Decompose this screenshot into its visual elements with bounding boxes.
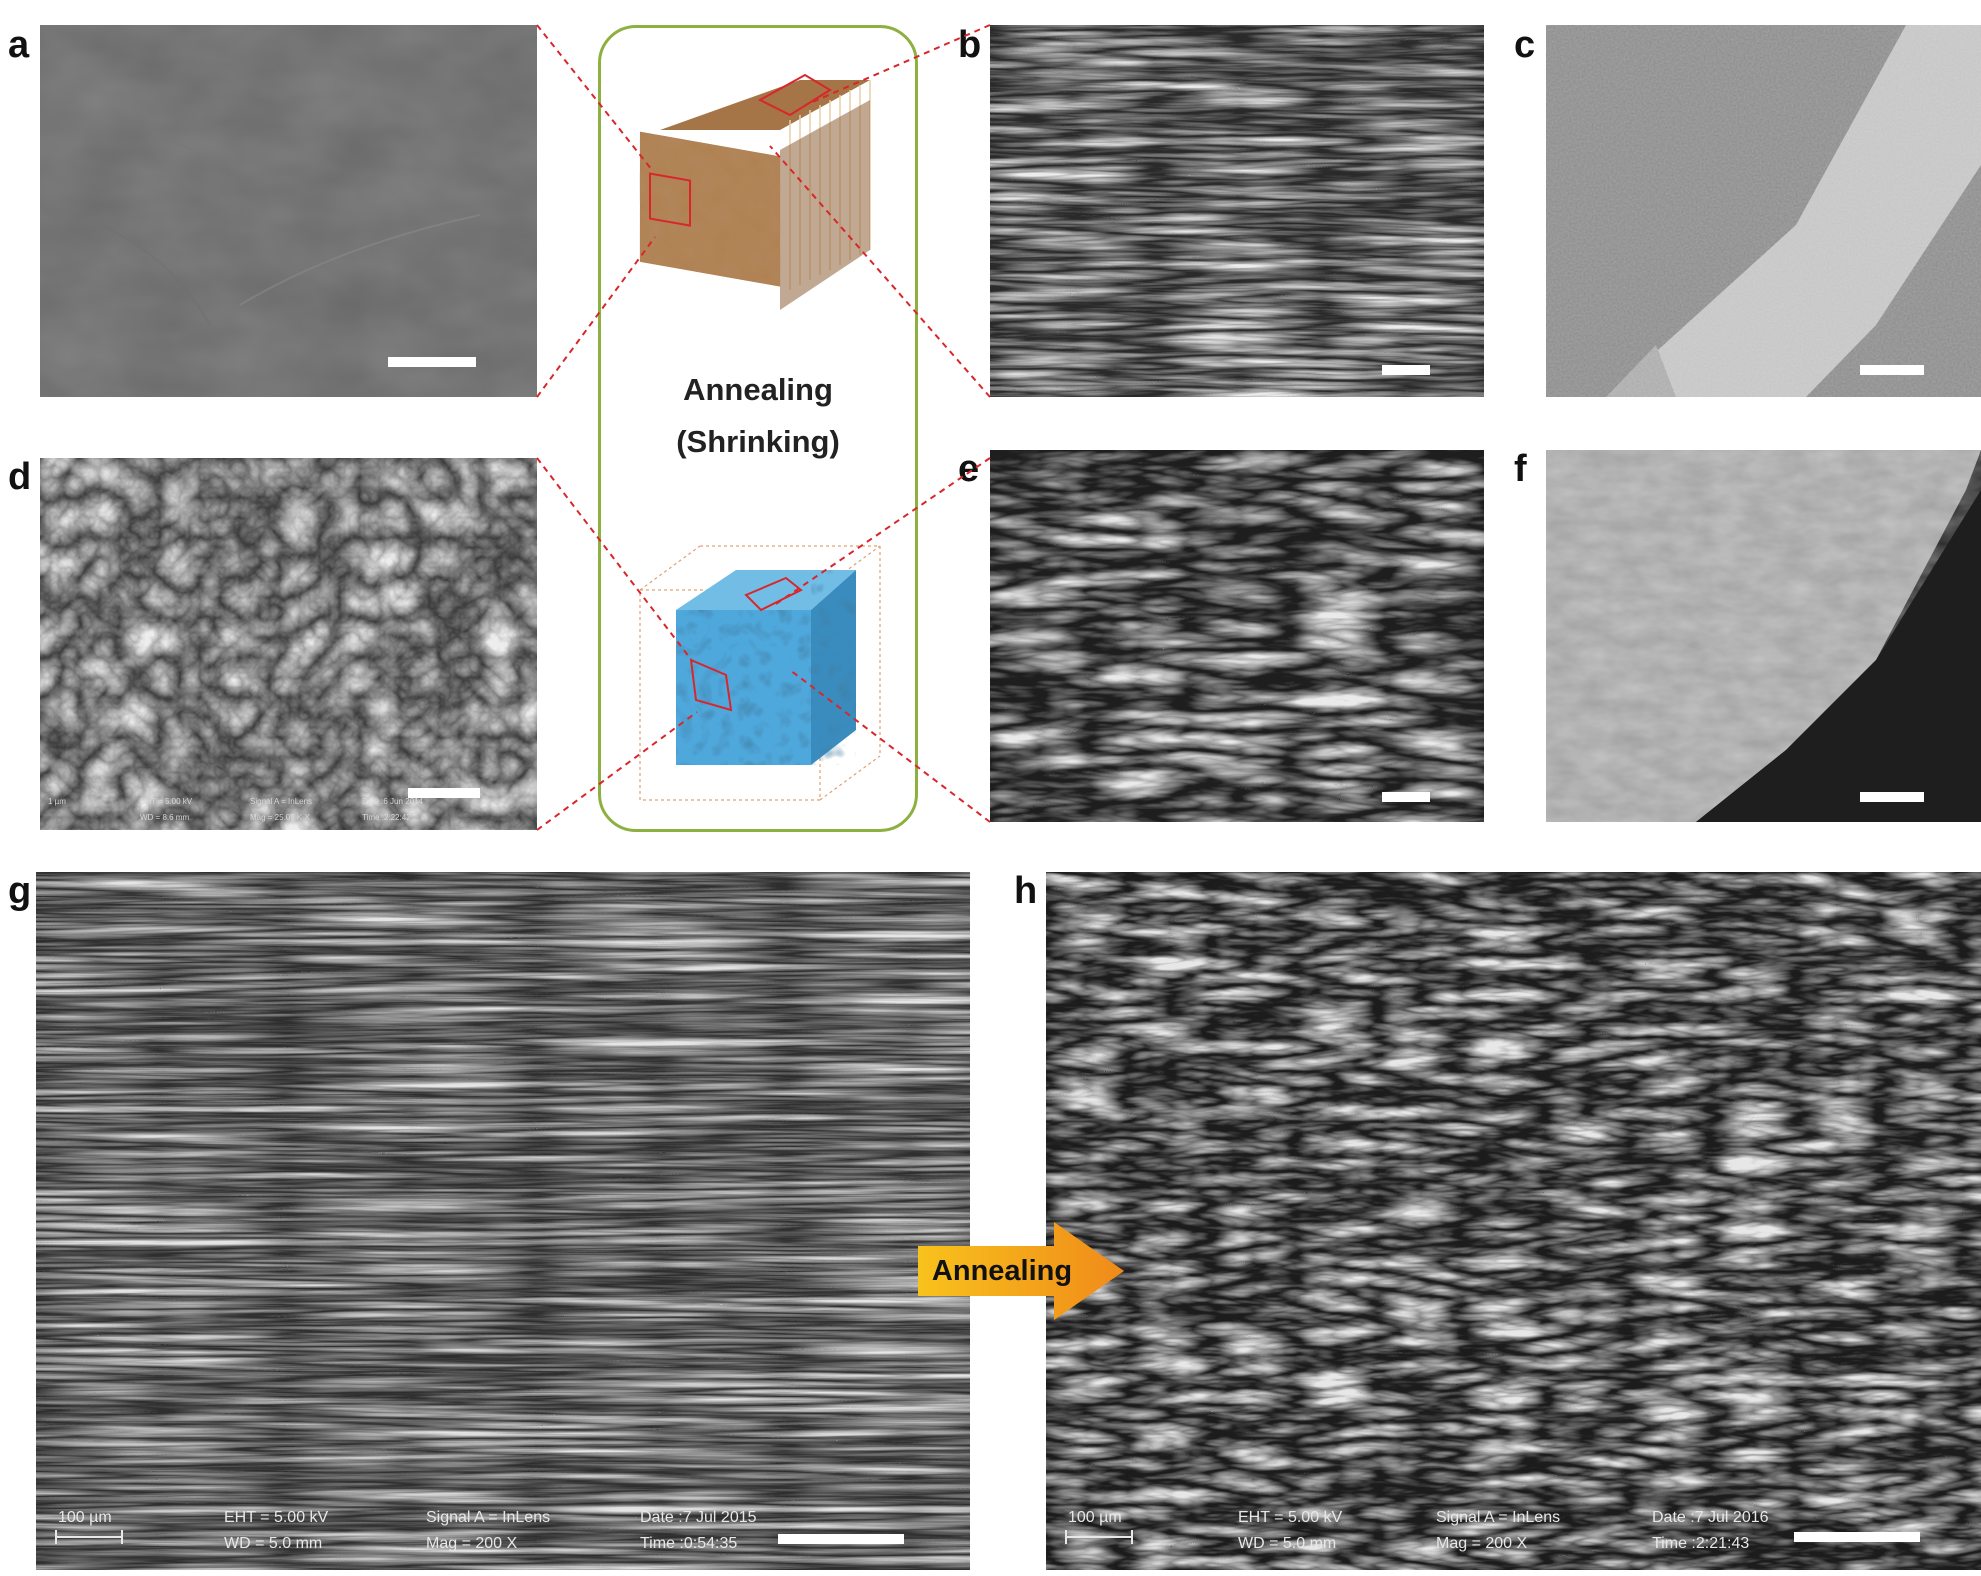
panel-label-b: b xyxy=(958,24,982,66)
sem-panel-d: 1 µm EHT = 5.00 kV WD = 8.6 mm Signal A … xyxy=(40,458,537,830)
sem-time: Time :2:21:43 xyxy=(1652,1535,1750,1552)
panel-label-f: f xyxy=(1514,448,1527,490)
panel-label-a: a xyxy=(8,24,30,66)
sem-time: Time :0:54:35 xyxy=(640,1535,738,1552)
schematic-subtitle: (Shrinking) xyxy=(676,424,840,459)
sem-mag: Mag = 200 X xyxy=(426,1535,518,1552)
sem-mag: Mag = 25.00 K X xyxy=(250,813,310,822)
scale-bar xyxy=(1794,1532,1920,1542)
sem-time: Time :2:22:42 xyxy=(362,813,411,822)
sem-date: Date :6 Jun 2014 xyxy=(362,797,423,806)
sem-panel-b xyxy=(990,25,1484,397)
sem-date: Date :7 Jul 2016 xyxy=(1652,1509,1769,1526)
sem-panel-f xyxy=(1546,450,1981,822)
scale-bar xyxy=(778,1534,904,1544)
sem-panel-c xyxy=(1546,25,1981,397)
sem-panel-h: 100 µm EHT = 5.00 kV WD = 5.0 mm Signal … xyxy=(1046,872,1981,1570)
panel-label-c: c xyxy=(1514,24,1536,66)
sem-wd: WD = 5.0 mm xyxy=(224,1535,323,1552)
sem-scale-text: 100 µm xyxy=(1068,1509,1122,1526)
scale-bar xyxy=(1860,365,1924,375)
panel-label-g: g xyxy=(8,870,32,912)
panel-label-e: e xyxy=(958,448,980,490)
scale-bar xyxy=(1382,365,1430,375)
sem-signal: Signal A = InLens xyxy=(1436,1509,1561,1526)
sem-scale-text: 1 µm xyxy=(48,797,66,806)
sem-signal: Signal A = InLens xyxy=(250,797,313,806)
scale-bar xyxy=(388,357,476,367)
scale-bar xyxy=(1860,792,1924,802)
panel-label-d: d xyxy=(8,456,32,498)
sem-eht: EHT = 5.00 kV xyxy=(1238,1509,1343,1526)
sem-panel-e xyxy=(990,450,1484,822)
scale-bar xyxy=(408,788,480,798)
sem-scale-text: 100 µm xyxy=(58,1509,112,1526)
sem-wd: WD = 8.6 mm xyxy=(140,813,190,822)
schematic-title: Annealing xyxy=(683,372,833,407)
panel-label-h: h xyxy=(1014,870,1038,912)
scale-bar xyxy=(1382,792,1430,802)
annealing-arrow: Annealing xyxy=(918,1222,1124,1320)
annealing-arrow-label: Annealing xyxy=(931,1254,1073,1287)
sem-mag: Mag = 200 X xyxy=(1436,1535,1528,1552)
sem-wd: WD = 5.0 mm xyxy=(1238,1535,1337,1552)
sem-eht: EHT = 5.00 kV xyxy=(224,1509,329,1526)
sem-date: Date :7 Jul 2015 xyxy=(640,1509,757,1526)
sem-eht: EHT = 5.00 kV xyxy=(140,797,193,806)
sem-signal: Signal A = InLens xyxy=(426,1509,551,1526)
sem-panel-a xyxy=(40,25,537,397)
sem-panel-g: 100 µm EHT = 5.00 kV WD = 5.0 mm Signal … xyxy=(36,872,970,1570)
